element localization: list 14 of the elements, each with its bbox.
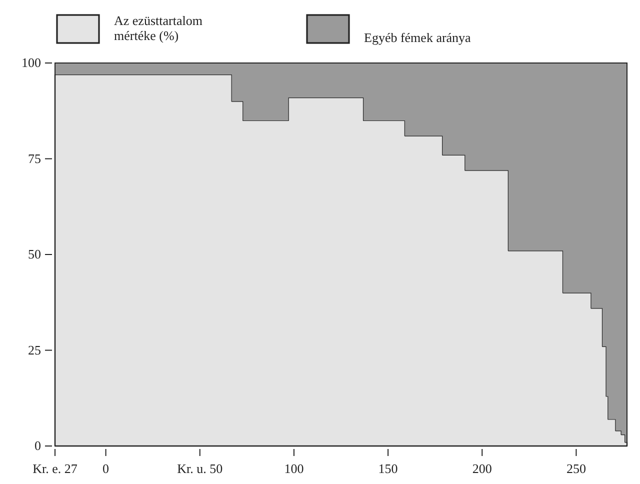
x-tick-label: Kr. u. 50 [177, 461, 223, 476]
x-tick-label: 100 [284, 461, 304, 476]
x-tick-label: Kr. e. 27 [32, 461, 78, 476]
y-tick-label: 0 [34, 438, 41, 453]
x-tick-label: 150 [378, 461, 398, 476]
y-tick-label: 75 [28, 150, 41, 166]
y-tick-label: 100 [22, 55, 41, 70]
y-tick-label: 50 [28, 246, 41, 262]
legend-label: Egyéb fémek aránya [364, 30, 472, 45]
x-tick-label: 0 [102, 461, 110, 476]
x-tick-label: 250 [566, 461, 586, 476]
legend-label: Az ezüsttartalom mértéke (%) [114, 13, 202, 43]
y-tick-label: 25 [28, 342, 41, 358]
x-tick-label: 200 [472, 461, 492, 476]
